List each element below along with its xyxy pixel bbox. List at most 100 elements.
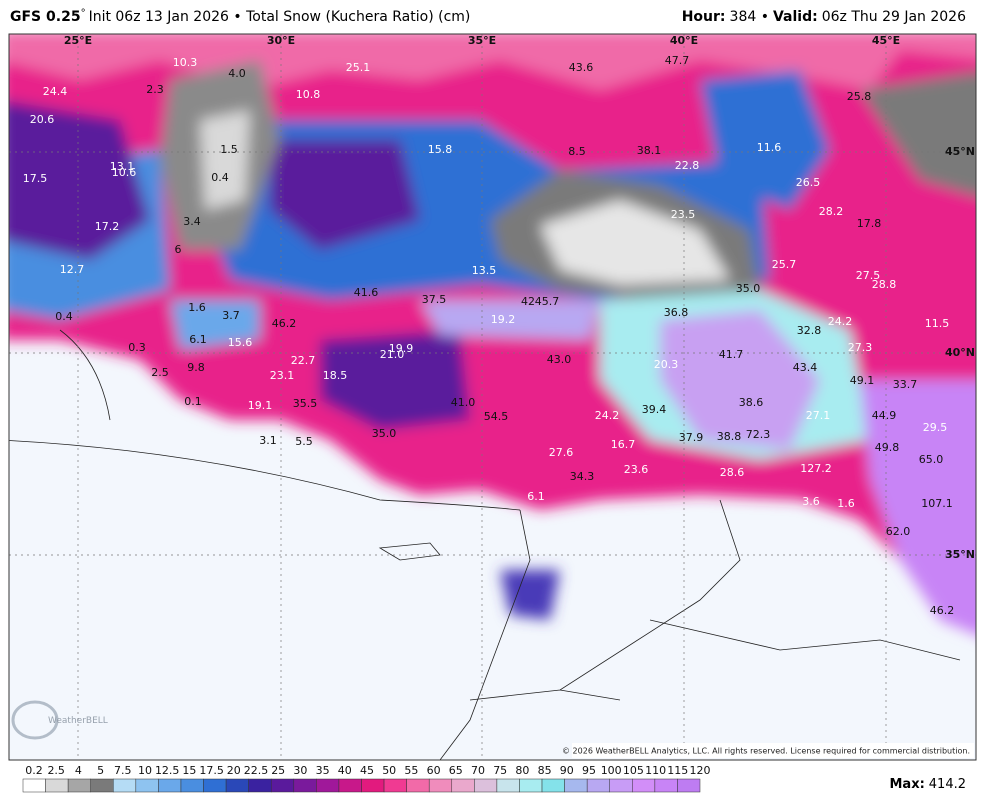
colorbar-box (293, 778, 317, 793)
map-value-label: 62.0 (886, 525, 911, 538)
map-value-label: 17.8 (857, 217, 882, 230)
map-frame (8, 33, 977, 761)
copyright: © 2026 WeatherBELL Analytics, LLC. All r… (562, 747, 970, 756)
colorbar-label: 115 (667, 764, 688, 777)
map-value-label: 13.1 (110, 160, 135, 173)
map-value-label: 46.2 (272, 317, 297, 330)
map-value-label: 12.7 (60, 263, 85, 276)
colorbar-label: 85 (538, 764, 552, 777)
map-value-label: 0.3 (128, 341, 146, 354)
map-value-label: 27.1 (806, 409, 831, 422)
map-value-label: 25.1 (346, 61, 371, 74)
colorbar-box (67, 778, 91, 793)
map-value-label: 28.8 (872, 278, 897, 291)
colorbar-box (519, 778, 543, 793)
map-value-label: 3.4 (183, 215, 201, 228)
map-value-label: 39.4 (642, 403, 667, 416)
map-value-label: 8.5 (568, 145, 586, 158)
colorbar-label: 90 (560, 764, 574, 777)
map-value-label: 10.8 (296, 88, 321, 101)
map-value-label: 27.5 (856, 269, 881, 282)
colorbar-label: 7.5 (114, 764, 132, 777)
map-value-label: 19.1 (248, 399, 273, 412)
colorbar-label: 17.5 (199, 764, 224, 777)
colorbar-box (406, 778, 430, 793)
valid: 06z Thu 29 Jan 2026 (822, 9, 966, 25)
snow-field (9, 34, 976, 635)
colorbar-label: 15 (182, 764, 196, 777)
lat-label: 40°N (945, 346, 975, 359)
colorbar-label: 35 (316, 764, 330, 777)
colorbar-label: 60 (427, 764, 441, 777)
map-value-label: 42 (521, 295, 535, 308)
map-value-label: 19.2 (491, 313, 516, 326)
copyright-bg (572, 743, 974, 758)
map-value-label: 13.5 (472, 264, 497, 277)
map-value-label: 34.3 (570, 470, 595, 483)
valid-label: Valid: (773, 9, 818, 25)
map-value-label: 17.2 (95, 220, 120, 233)
lon-label: 35°E (468, 34, 496, 47)
map-value-label: 21.0 (380, 348, 405, 361)
colorbar-box (225, 778, 249, 793)
colorbar-box (248, 778, 272, 793)
colorbar-label: 5 (97, 764, 104, 777)
map-value-label: 28.2 (819, 205, 844, 218)
colorbar-box (474, 778, 498, 793)
colorbar-box (496, 778, 520, 793)
colorbar-label: 105 (623, 764, 644, 777)
colorbar-box (135, 778, 159, 793)
model: GFS 0.25 (10, 9, 81, 25)
map-value-label: 15.6 (228, 336, 253, 349)
map-value-label: 25.8 (847, 90, 872, 103)
map-value-label: 35.5 (293, 397, 318, 410)
max: Max: 414.2 (889, 777, 966, 792)
map-value-label: 15.8 (428, 143, 453, 156)
map-value-label: 45.7 (535, 295, 560, 308)
colorbar-box (361, 778, 385, 793)
map-value-label: 6.1 (189, 333, 207, 346)
lon-label: 45°E (872, 34, 900, 47)
map-value-label: 23.5 (671, 208, 696, 221)
map-value-label: 23.6 (624, 463, 649, 476)
map-value-label: 41.0 (451, 396, 476, 409)
colorbar-box (203, 778, 227, 793)
colorbar-label: 80 (515, 764, 529, 777)
map-value-label: 16.7 (611, 438, 636, 451)
hour-label: Hour: (682, 9, 726, 25)
max-label: Max: (889, 777, 924, 792)
map-value-label: 3.1 (259, 434, 277, 447)
colorbar-label: 20 (227, 764, 241, 777)
colorbar-box (338, 778, 362, 793)
max-value: 414.2 (929, 777, 966, 792)
map-value-label: 37.5 (422, 293, 447, 306)
colorbar-box (180, 778, 204, 793)
map-value-label: 46.2 (930, 604, 955, 617)
map-value-label: 10.6 (112, 166, 137, 179)
lon-label: 40°E (670, 34, 698, 47)
colorbar-box (316, 778, 340, 793)
hour: 384 • (730, 9, 769, 25)
map-value-label: 9.8 (187, 361, 205, 374)
colorbar-label: 22.5 (244, 764, 269, 777)
colorbar-box (609, 778, 633, 793)
map-value-label: 6.1 (527, 490, 545, 503)
colorbar-label: 110 (645, 764, 666, 777)
map-value-label: 72.3 (746, 428, 771, 441)
colorbar-label: 100 (601, 764, 622, 777)
map-value-label: 0.4 (211, 171, 229, 184)
map-value-label: 0.1 (184, 395, 202, 408)
logo-swirl (11, 700, 59, 740)
map-value-label: 54.5 (484, 410, 509, 423)
map-value-label: 22.7 (291, 354, 316, 367)
map: 25°E 30°E 35°E 40°E 45°E 45°N 40°N 35°N 10.3 4.0… (9, 34, 976, 760)
init: Init 06z 13 Jan 2026 • Total Snow (Kuche… (89, 9, 471, 25)
map-value-label: 32.8 (797, 324, 822, 337)
colorbar-label: 70 (471, 764, 485, 777)
colorbar-box (451, 778, 475, 793)
map-value-label: 4.0 (228, 67, 246, 80)
lat-label: 35°N (945, 548, 975, 561)
map-value-label: 27.6 (549, 446, 574, 459)
lon-label: 30°E (267, 34, 295, 47)
